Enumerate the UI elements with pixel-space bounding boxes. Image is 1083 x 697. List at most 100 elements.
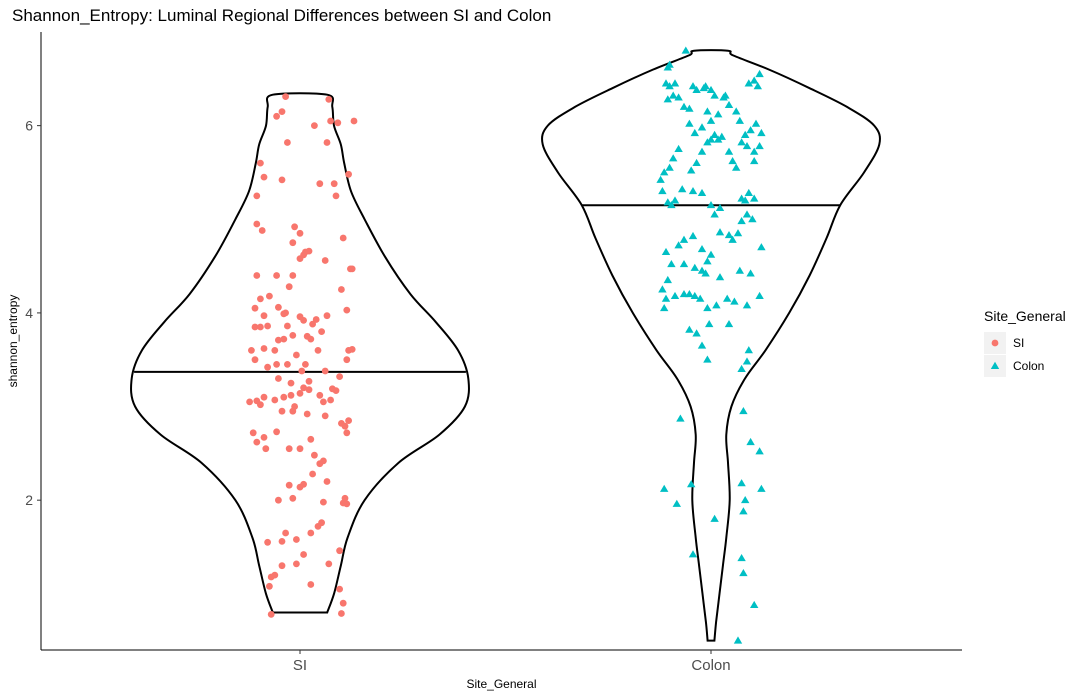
data-point-colon [692, 329, 701, 337]
y-tick-label: 6 [25, 118, 33, 134]
data-point-colon [750, 76, 759, 84]
data-point-colon [741, 130, 750, 138]
data-point-colon [697, 245, 707, 253]
chart-title: Shannon_Entropy: Luminal Regional Differ… [12, 6, 552, 25]
data-point-si [289, 332, 297, 339]
axes-layer: 2 4 6 SI Colon Site_General shannon_entropy [6, 32, 962, 691]
data-point-si [321, 367, 329, 375]
data-point-si [338, 286, 345, 293]
data-point-colon [701, 82, 710, 90]
data-point-si [345, 417, 352, 424]
data-point-colon [660, 168, 669, 176]
data-point-colon [665, 60, 674, 68]
data-point-colon [721, 91, 730, 99]
data-point-si [251, 356, 259, 364]
legend-label-colon: Colon [1013, 359, 1044, 373]
data-point-colon [746, 437, 755, 446]
data-point-si [316, 460, 324, 468]
data-point-si [251, 304, 259, 312]
data-point-colon [737, 554, 746, 562]
data-point-si [284, 322, 291, 330]
data-point-si [253, 220, 261, 228]
data-point-si [327, 396, 334, 404]
data-point-colon [661, 247, 671, 255]
data-point-si [273, 112, 280, 120]
data-point-colon [663, 198, 672, 206]
data-point-si [273, 428, 280, 436]
data-point-si [278, 538, 286, 545]
data-point-colon [687, 480, 696, 488]
data-point-si [311, 122, 318, 129]
data-point-colon [679, 235, 689, 243]
data-point-colon [746, 126, 755, 134]
data-point-si [332, 387, 340, 394]
data-point-colon [737, 138, 746, 146]
data-point-si [275, 336, 282, 344]
data-point-colon [703, 304, 712, 312]
data-point-si [248, 347, 255, 354]
data-point-colon [732, 163, 741, 171]
data-point-colon [692, 85, 701, 93]
data-point-si [284, 139, 291, 146]
data-point-colon [737, 216, 746, 225]
data-point-si [271, 396, 279, 404]
data-point-colon [690, 291, 699, 299]
data-point-colon [744, 79, 753, 87]
data-point-si [260, 173, 268, 181]
data-point-colon [755, 447, 764, 455]
data-point-colon [678, 185, 687, 193]
data-point-si [298, 367, 306, 375]
data-point-colon [724, 230, 734, 239]
data-point-colon [710, 91, 719, 99]
data-point-colon [710, 514, 719, 522]
data-point-si [287, 391, 295, 399]
data-point-si [266, 582, 273, 590]
data-point-colon [723, 294, 732, 302]
data-point-si [289, 272, 297, 279]
data-point-si [305, 386, 313, 394]
data-point-colon [715, 228, 725, 236]
data-point-si [278, 108, 286, 115]
data-point-colon [710, 210, 719, 218]
data-point-colon [742, 210, 752, 218]
data-point-colon [748, 215, 757, 223]
data-point-si [293, 536, 300, 543]
data-point-si [348, 265, 356, 273]
data-point-si [343, 306, 351, 314]
data-point-si [257, 323, 264, 331]
data-point-si [296, 390, 304, 397]
data-point-si [282, 309, 289, 317]
data-point-colon [755, 291, 764, 299]
data-point-colon [724, 147, 734, 155]
data-point-si [257, 295, 264, 303]
data-point-si [260, 345, 268, 352]
data-point-si [318, 519, 325, 527]
data-point-colon [685, 289, 694, 298]
data-point-colon [703, 107, 712, 115]
data-point-colon [706, 116, 716, 124]
data-point-colon [753, 82, 762, 90]
data-point-si [300, 384, 307, 392]
data-point-si [284, 361, 291, 368]
data-point-colon [735, 116, 744, 124]
data-point-colon [706, 135, 716, 143]
data-point-colon [669, 154, 678, 162]
data-point-colon [705, 319, 714, 328]
data-point-colon [739, 569, 748, 577]
data-point-colon [681, 46, 690, 54]
data-point-si [343, 356, 351, 364]
data-point-colon [739, 407, 748, 415]
data-point-si [307, 581, 315, 588]
data-point-colon [670, 79, 680, 87]
data-point-colon [744, 346, 753, 354]
data-point-si [280, 335, 288, 343]
data-point-si [350, 117, 358, 125]
data-point-si [321, 257, 329, 264]
data-point-si [289, 494, 297, 502]
legend: Site_General SI Colon [984, 308, 1066, 377]
x-tick-label: Colon [691, 657, 730, 674]
data-point-colon [728, 235, 737, 243]
data-point-si [334, 119, 342, 127]
x-axis-label: Site_General [466, 677, 536, 691]
data-point-colon [737, 364, 746, 373]
